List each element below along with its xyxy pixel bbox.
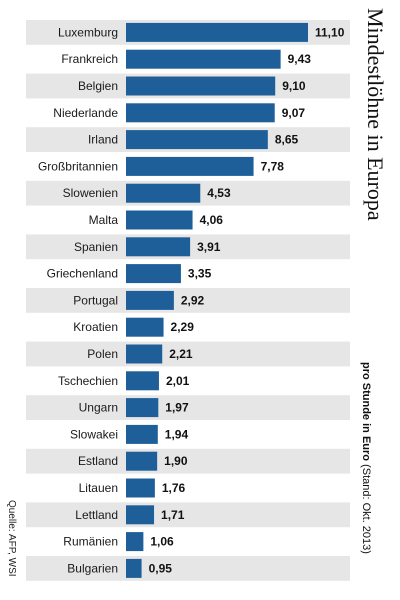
- value-label: 4,06: [200, 213, 224, 227]
- value-label: 9,07: [282, 106, 306, 120]
- bar: [126, 76, 276, 96]
- category-label: Polen: [87, 347, 118, 361]
- value-label: 1,94: [165, 427, 189, 441]
- bar: [126, 398, 159, 418]
- row-stripe: [26, 556, 350, 581]
- bar: [126, 210, 193, 230]
- bar: [126, 505, 155, 525]
- category-label: Ungarn: [79, 401, 118, 415]
- value-label: 2,01: [166, 374, 190, 388]
- bar: [126, 532, 144, 552]
- category-label: Großbritannien: [38, 159, 118, 173]
- category-label: Griechenland: [47, 267, 118, 281]
- category-label: Luxemburg: [58, 25, 118, 39]
- category-label: Portugal: [73, 293, 118, 307]
- row-stripe: [26, 448, 350, 474]
- value-label: 1,97: [165, 401, 189, 415]
- value-label: 3,35: [188, 267, 212, 281]
- value-label: 9,10: [282, 79, 306, 93]
- category-label: Niederlande: [53, 106, 118, 120]
- category-label: Frankreich: [61, 52, 118, 66]
- chart-subtitle: pro Stunde in Euro (Stand: Okt. 2013): [360, 362, 372, 554]
- value-label: 3,91: [197, 240, 221, 254]
- bar: [126, 558, 142, 578]
- category-label: Irland: [88, 133, 118, 147]
- bar: [126, 451, 158, 471]
- bar: [126, 344, 163, 364]
- value-label: 2,29: [171, 320, 195, 334]
- category-label: Malta: [89, 213, 119, 227]
- bar: [126, 264, 181, 284]
- bar: [126, 290, 174, 310]
- bar: [126, 237, 191, 257]
- bar: [126, 103, 275, 123]
- bar: [126, 49, 281, 69]
- row-stripe: [26, 502, 350, 528]
- value-label: 8,65: [275, 133, 299, 147]
- bar: [126, 183, 201, 203]
- value-label: 1,06: [150, 535, 174, 549]
- chart-title: Mindestlöhne in Europa: [363, 8, 388, 221]
- value-label: 7,78: [261, 159, 285, 173]
- category-label: Lettland: [75, 508, 118, 522]
- category-label: Estland: [78, 454, 118, 468]
- bar: [126, 371, 159, 391]
- row-stripe: [26, 395, 350, 420]
- row-stripe: [26, 288, 350, 313]
- category-label: Rumänien: [63, 535, 118, 549]
- value-label: 1,76: [162, 481, 186, 495]
- bar: [126, 130, 268, 150]
- bar: [126, 317, 164, 337]
- category-label: Bulgarien: [67, 561, 118, 575]
- value-label: 9,43: [288, 52, 312, 66]
- category-label: Kroatien: [73, 320, 118, 334]
- bar: [126, 478, 155, 498]
- value-label: 1,71: [161, 508, 185, 522]
- category-label: Litauen: [79, 481, 118, 495]
- subtitle-unit: pro Stunde in Euro: [360, 362, 372, 461]
- category-label: Slowakei: [70, 427, 118, 441]
- category-label: Tschechien: [58, 374, 118, 388]
- value-label: 0,95: [149, 561, 173, 575]
- row-stripe: [26, 341, 350, 367]
- value-label: 2,92: [181, 293, 205, 307]
- source-note: Quelle: AFP, WSI: [6, 500, 17, 577]
- bar: [126, 156, 254, 176]
- bar: [126, 22, 308, 42]
- value-label: 4,53: [207, 186, 231, 200]
- subtitle-date: (Stand: Okt. 2013): [360, 464, 372, 554]
- category-label: Slowenien: [63, 186, 118, 200]
- category-label: Belgien: [78, 79, 118, 93]
- value-label: 11,10: [315, 25, 345, 39]
- bar: [126, 424, 158, 444]
- category-label: Spanien: [74, 240, 118, 254]
- value-label: 2,21: [169, 347, 193, 361]
- value-label: 1,90: [164, 454, 188, 468]
